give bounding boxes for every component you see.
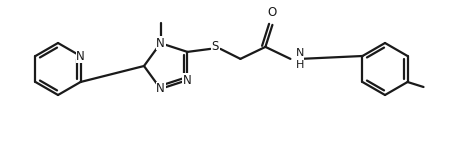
Text: N: N <box>183 74 192 87</box>
Text: N: N <box>156 37 165 50</box>
Text: N: N <box>156 82 165 95</box>
Text: S: S <box>212 40 219 53</box>
Text: N: N <box>76 49 85 62</box>
Text: O: O <box>268 6 277 19</box>
Text: N
H: N H <box>296 48 304 70</box>
